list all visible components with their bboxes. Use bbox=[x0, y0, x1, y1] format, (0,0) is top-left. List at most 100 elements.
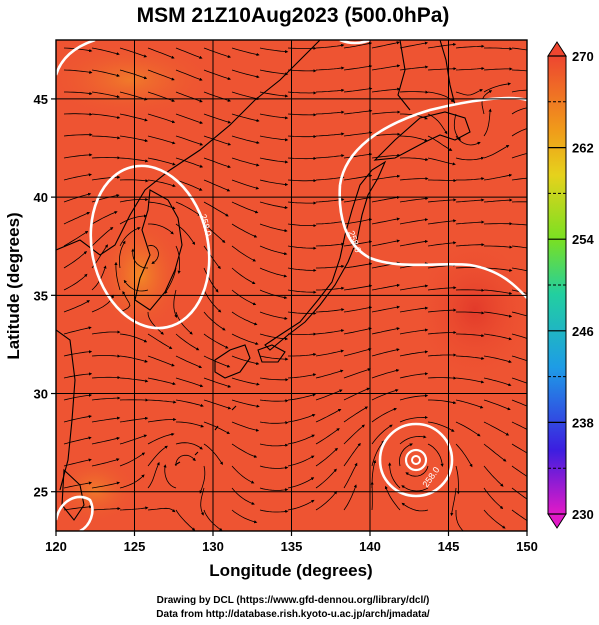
y-axis: 25 30 35 40 45 bbox=[34, 92, 56, 500]
streamline bbox=[399, 177, 429, 181]
streamline bbox=[511, 355, 527, 362]
streamline bbox=[287, 434, 315, 445]
streamline bbox=[63, 414, 92, 423]
x-tick-label: 125 bbox=[124, 539, 146, 554]
streamline bbox=[287, 477, 315, 489]
streamline bbox=[315, 88, 345, 93]
streamline bbox=[147, 377, 176, 386]
streamline bbox=[399, 218, 429, 225]
streamline bbox=[287, 393, 316, 401]
streamline bbox=[315, 198, 345, 203]
streamline bbox=[287, 69, 317, 73]
streamline bbox=[259, 443, 289, 447]
streamline bbox=[147, 69, 175, 81]
streamline bbox=[287, 223, 317, 228]
streamline bbox=[63, 458, 92, 467]
streamline bbox=[175, 454, 196, 466]
streamline bbox=[343, 87, 373, 93]
streamline bbox=[91, 375, 121, 380]
y-tick-label: 30 bbox=[34, 387, 48, 402]
streamline bbox=[259, 355, 289, 361]
colorbar-tick-label: 230 bbox=[572, 507, 594, 522]
streamline bbox=[427, 135, 453, 151]
streamline bbox=[483, 198, 513, 203]
streamline bbox=[114, 261, 121, 291]
colorbar-tick-label: 254 bbox=[572, 232, 594, 247]
streamline bbox=[427, 286, 457, 291]
x-tick-label: 130 bbox=[202, 539, 224, 554]
streamline bbox=[259, 201, 288, 210]
streamline bbox=[91, 396, 121, 401]
streamline bbox=[203, 443, 223, 466]
streamline bbox=[287, 179, 317, 183]
streamline bbox=[63, 300, 90, 313]
streamline bbox=[315, 242, 345, 247]
streamline bbox=[371, 41, 400, 49]
streamline bbox=[91, 91, 121, 99]
streamline bbox=[63, 436, 92, 445]
streamline bbox=[119, 452, 146, 467]
streamline bbox=[483, 67, 513, 71]
streamline bbox=[231, 333, 259, 345]
streamline bbox=[343, 462, 358, 489]
streamline bbox=[287, 413, 316, 423]
streamline bbox=[455, 421, 481, 437]
streamline bbox=[147, 417, 177, 423]
streamline bbox=[483, 465, 504, 487]
streamline bbox=[119, 434, 148, 445]
warm-anomaly bbox=[95, 215, 185, 335]
streamline bbox=[231, 245, 257, 262]
streamline bbox=[203, 179, 231, 192]
streamline bbox=[371, 110, 401, 115]
streamline bbox=[231, 91, 260, 101]
streamline bbox=[91, 69, 120, 77]
streamline bbox=[388, 462, 401, 489]
streamline bbox=[199, 465, 206, 494]
streamline bbox=[427, 219, 457, 225]
streamline bbox=[456, 177, 485, 181]
streamline bbox=[231, 443, 258, 458]
streamline bbox=[371, 217, 401, 225]
streamline bbox=[203, 69, 232, 80]
streamline bbox=[119, 91, 148, 101]
streamline bbox=[399, 435, 427, 445]
streamline bbox=[343, 284, 373, 291]
streamline bbox=[203, 267, 219, 293]
streamline bbox=[511, 128, 527, 137]
streamline bbox=[483, 377, 512, 387]
streamline bbox=[399, 157, 429, 162]
streamline bbox=[203, 135, 232, 146]
streamline bbox=[119, 227, 141, 247]
streamline bbox=[259, 377, 289, 382]
y-axis-label: Latitude (degrees) bbox=[4, 212, 23, 359]
streamline bbox=[119, 506, 149, 511]
streamline bbox=[231, 201, 259, 214]
streamline bbox=[259, 487, 289, 492]
streamline bbox=[175, 355, 203, 369]
streamline bbox=[511, 47, 527, 51]
streamline bbox=[63, 173, 92, 181]
streamline bbox=[483, 333, 513, 341]
streamline bbox=[259, 311, 288, 320]
streamline bbox=[511, 245, 527, 249]
streamline bbox=[231, 179, 260, 190]
colorbar-tick-label: 270 bbox=[572, 49, 594, 64]
streamline bbox=[148, 223, 174, 235]
streamline bbox=[259, 135, 289, 142]
streamline bbox=[427, 330, 457, 335]
streamline bbox=[119, 69, 148, 80]
y-tick-label: 35 bbox=[34, 288, 48, 303]
streamline bbox=[231, 465, 255, 484]
x-tick-label: 145 bbox=[438, 539, 460, 554]
streamline bbox=[399, 135, 428, 142]
x-tick-label: 120 bbox=[45, 539, 67, 554]
streamline bbox=[428, 399, 457, 405]
streamline bbox=[511, 443, 527, 454]
streamline bbox=[343, 262, 373, 269]
streamline bbox=[63, 393, 93, 401]
streamline bbox=[164, 267, 177, 295]
streamline bbox=[427, 67, 457, 71]
streamline bbox=[203, 113, 232, 124]
streamline bbox=[371, 174, 401, 181]
streamline bbox=[455, 89, 483, 96]
